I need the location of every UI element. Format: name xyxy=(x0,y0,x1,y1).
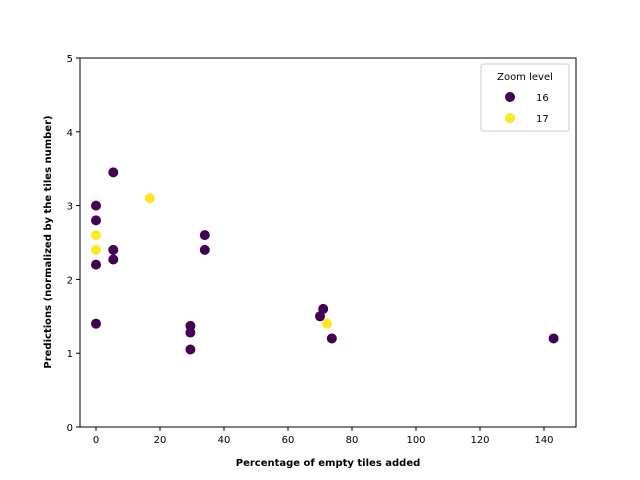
legend-marker-17 xyxy=(505,113,515,123)
y-tick-label: 3 xyxy=(67,202,73,213)
data-point-zoom-16 xyxy=(91,259,101,270)
x-tick-label: 60 xyxy=(282,435,295,446)
legend-marker-16 xyxy=(505,92,515,102)
legend-label-16: 16 xyxy=(536,93,549,104)
data-point-zoom-16 xyxy=(91,215,101,226)
data-point-zoom-16 xyxy=(318,303,329,314)
data-point-zoom-16 xyxy=(91,318,101,329)
data-point-zoom-16 xyxy=(185,344,196,355)
legend-label-17: 17 xyxy=(536,114,549,125)
data-point-zoom-16 xyxy=(185,327,196,338)
data-point-zoom-16 xyxy=(108,167,119,178)
data-point-zoom-16 xyxy=(199,230,210,241)
x-tick-label: 140 xyxy=(534,435,553,446)
data-point-zoom-16 xyxy=(548,333,559,344)
legend-title: Zoom level xyxy=(497,72,553,83)
data-point-zoom-17 xyxy=(91,230,101,241)
x-tick-label: 20 xyxy=(154,435,167,446)
y-axis-label: Predictions (normalized by the tiles num… xyxy=(43,115,54,368)
data-point-zoom-17 xyxy=(91,244,101,255)
ticks-layer: 0 20 40 60 80 100 120 140 0 1 2 3 4 5 xyxy=(67,54,554,446)
y-tick-label: 2 xyxy=(67,275,73,286)
y-tick-label: 1 xyxy=(67,349,73,360)
data-point-zoom-17 xyxy=(144,193,155,204)
data-point-zoom-16 xyxy=(326,333,337,344)
legend: Zoom level 16 17 xyxy=(480,63,570,132)
data-point-zoom-16 xyxy=(108,244,119,255)
y-tick-label: 4 xyxy=(67,128,73,139)
x-axis-label: Percentage of empty tiles added xyxy=(236,458,421,469)
data-point-zoom-16 xyxy=(91,200,101,211)
x-tick-label: 0 xyxy=(93,435,99,446)
x-tick-label: 100 xyxy=(406,435,425,446)
x-tick-label: 40 xyxy=(218,435,231,446)
y-tick-label: 0 xyxy=(67,423,73,434)
data-point-zoom-16 xyxy=(108,254,119,265)
points-layer xyxy=(91,167,559,355)
y-tick-label: 5 xyxy=(67,54,73,65)
data-point-zoom-16 xyxy=(199,244,210,255)
x-tick-label: 120 xyxy=(470,435,489,446)
x-tick-label: 80 xyxy=(346,435,359,446)
legend-box xyxy=(480,63,570,132)
data-point-zoom-17 xyxy=(322,318,333,329)
plot-frame xyxy=(79,57,577,428)
